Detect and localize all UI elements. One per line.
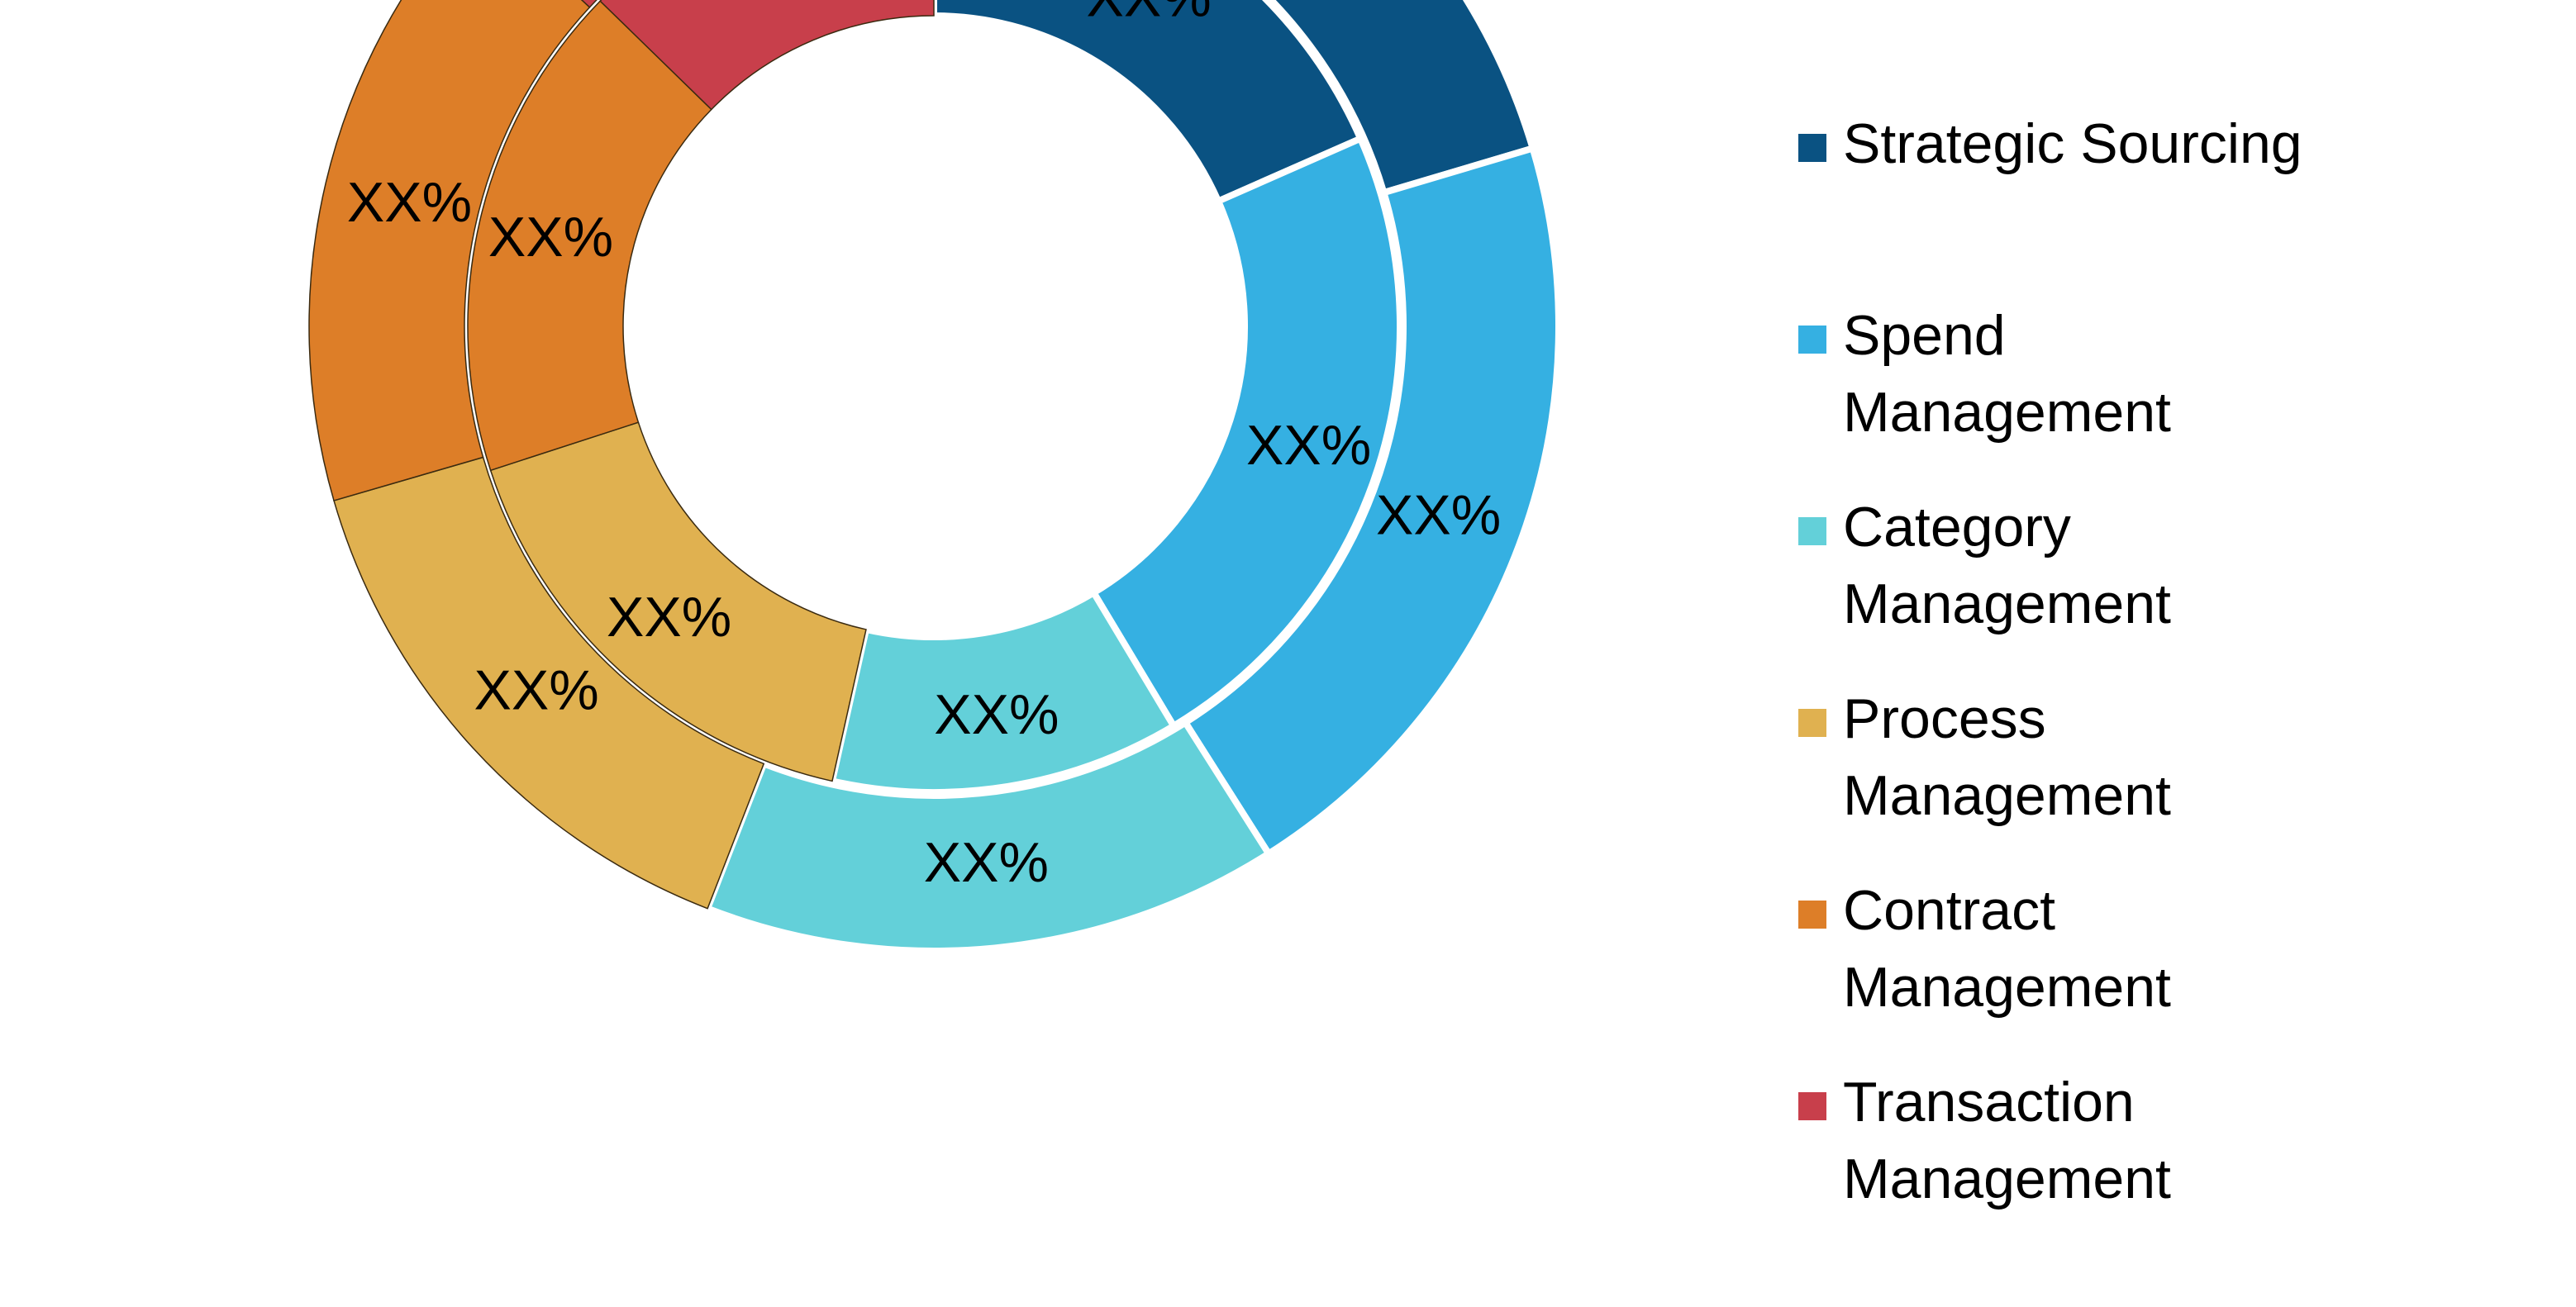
- inner-ring-slice-process-management: [489, 421, 867, 782]
- outer-slice-label: XX%: [347, 171, 472, 234]
- legend-swatch: [1798, 326, 1826, 354]
- legend-item: Category Management: [1798, 489, 2438, 643]
- legend-swatch: [1798, 709, 1826, 737]
- outer-slice-label: XX%: [474, 658, 599, 721]
- inner-slice-label: XX%: [934, 683, 1059, 746]
- legend-item: Strategic Sourcing: [1798, 106, 2438, 183]
- outer-ring-slice-contract-management: [308, 0, 591, 501]
- outer-slice-label: XX%: [924, 831, 1049, 894]
- legend-item: Contract Management: [1798, 872, 2438, 1026]
- outer-ring-slice-strategic-sourcing: [1266, 0, 1537, 197]
- legend-label: Category Management: [1843, 496, 2171, 635]
- inner-ring-slice-contract-management: [467, 0, 712, 472]
- legend-item: Process Management: [1798, 681, 2438, 834]
- legend-label: Process Management: [1843, 687, 2171, 827]
- inner-ring-slice-strategic-sourcing: [931, 0, 1365, 206]
- inner-ring-slice-transaction-management: [599, 0, 935, 111]
- outer-ring-slice-transaction-management: [580, 0, 598, 8]
- legend-swatch: [1798, 901, 1826, 929]
- legend-label: Spend Management: [1843, 304, 2171, 444]
- legend-swatch: [1798, 517, 1826, 545]
- inner-slice-label: XX%: [488, 206, 613, 269]
- inner-slice-label: XX%: [1087, 0, 1212, 28]
- legend-swatch: [1798, 134, 1826, 162]
- inner-slice-label: XX%: [607, 586, 731, 649]
- legend-label: Contract Management: [1843, 879, 2171, 1019]
- legend-label: Transaction Management: [1843, 1071, 2171, 1210]
- inner-slice-label: XX%: [1246, 414, 1371, 477]
- donut-rings: [308, 0, 1562, 954]
- legend-swatch: [1798, 1092, 1826, 1120]
- legend-item: Transaction Management: [1798, 1064, 2438, 1218]
- slice-labels: XX%XX%XX%XX%XX%XX%XX%XX%XX%XX%XX%XX%: [347, 0, 1501, 894]
- legend-label: Strategic Sourcing: [1843, 112, 2302, 175]
- inner-ring-slice-spend-management: [1088, 134, 1404, 731]
- legend-item: Spend Management: [1798, 297, 2438, 451]
- outer-slice-label: XX%: [1376, 484, 1501, 547]
